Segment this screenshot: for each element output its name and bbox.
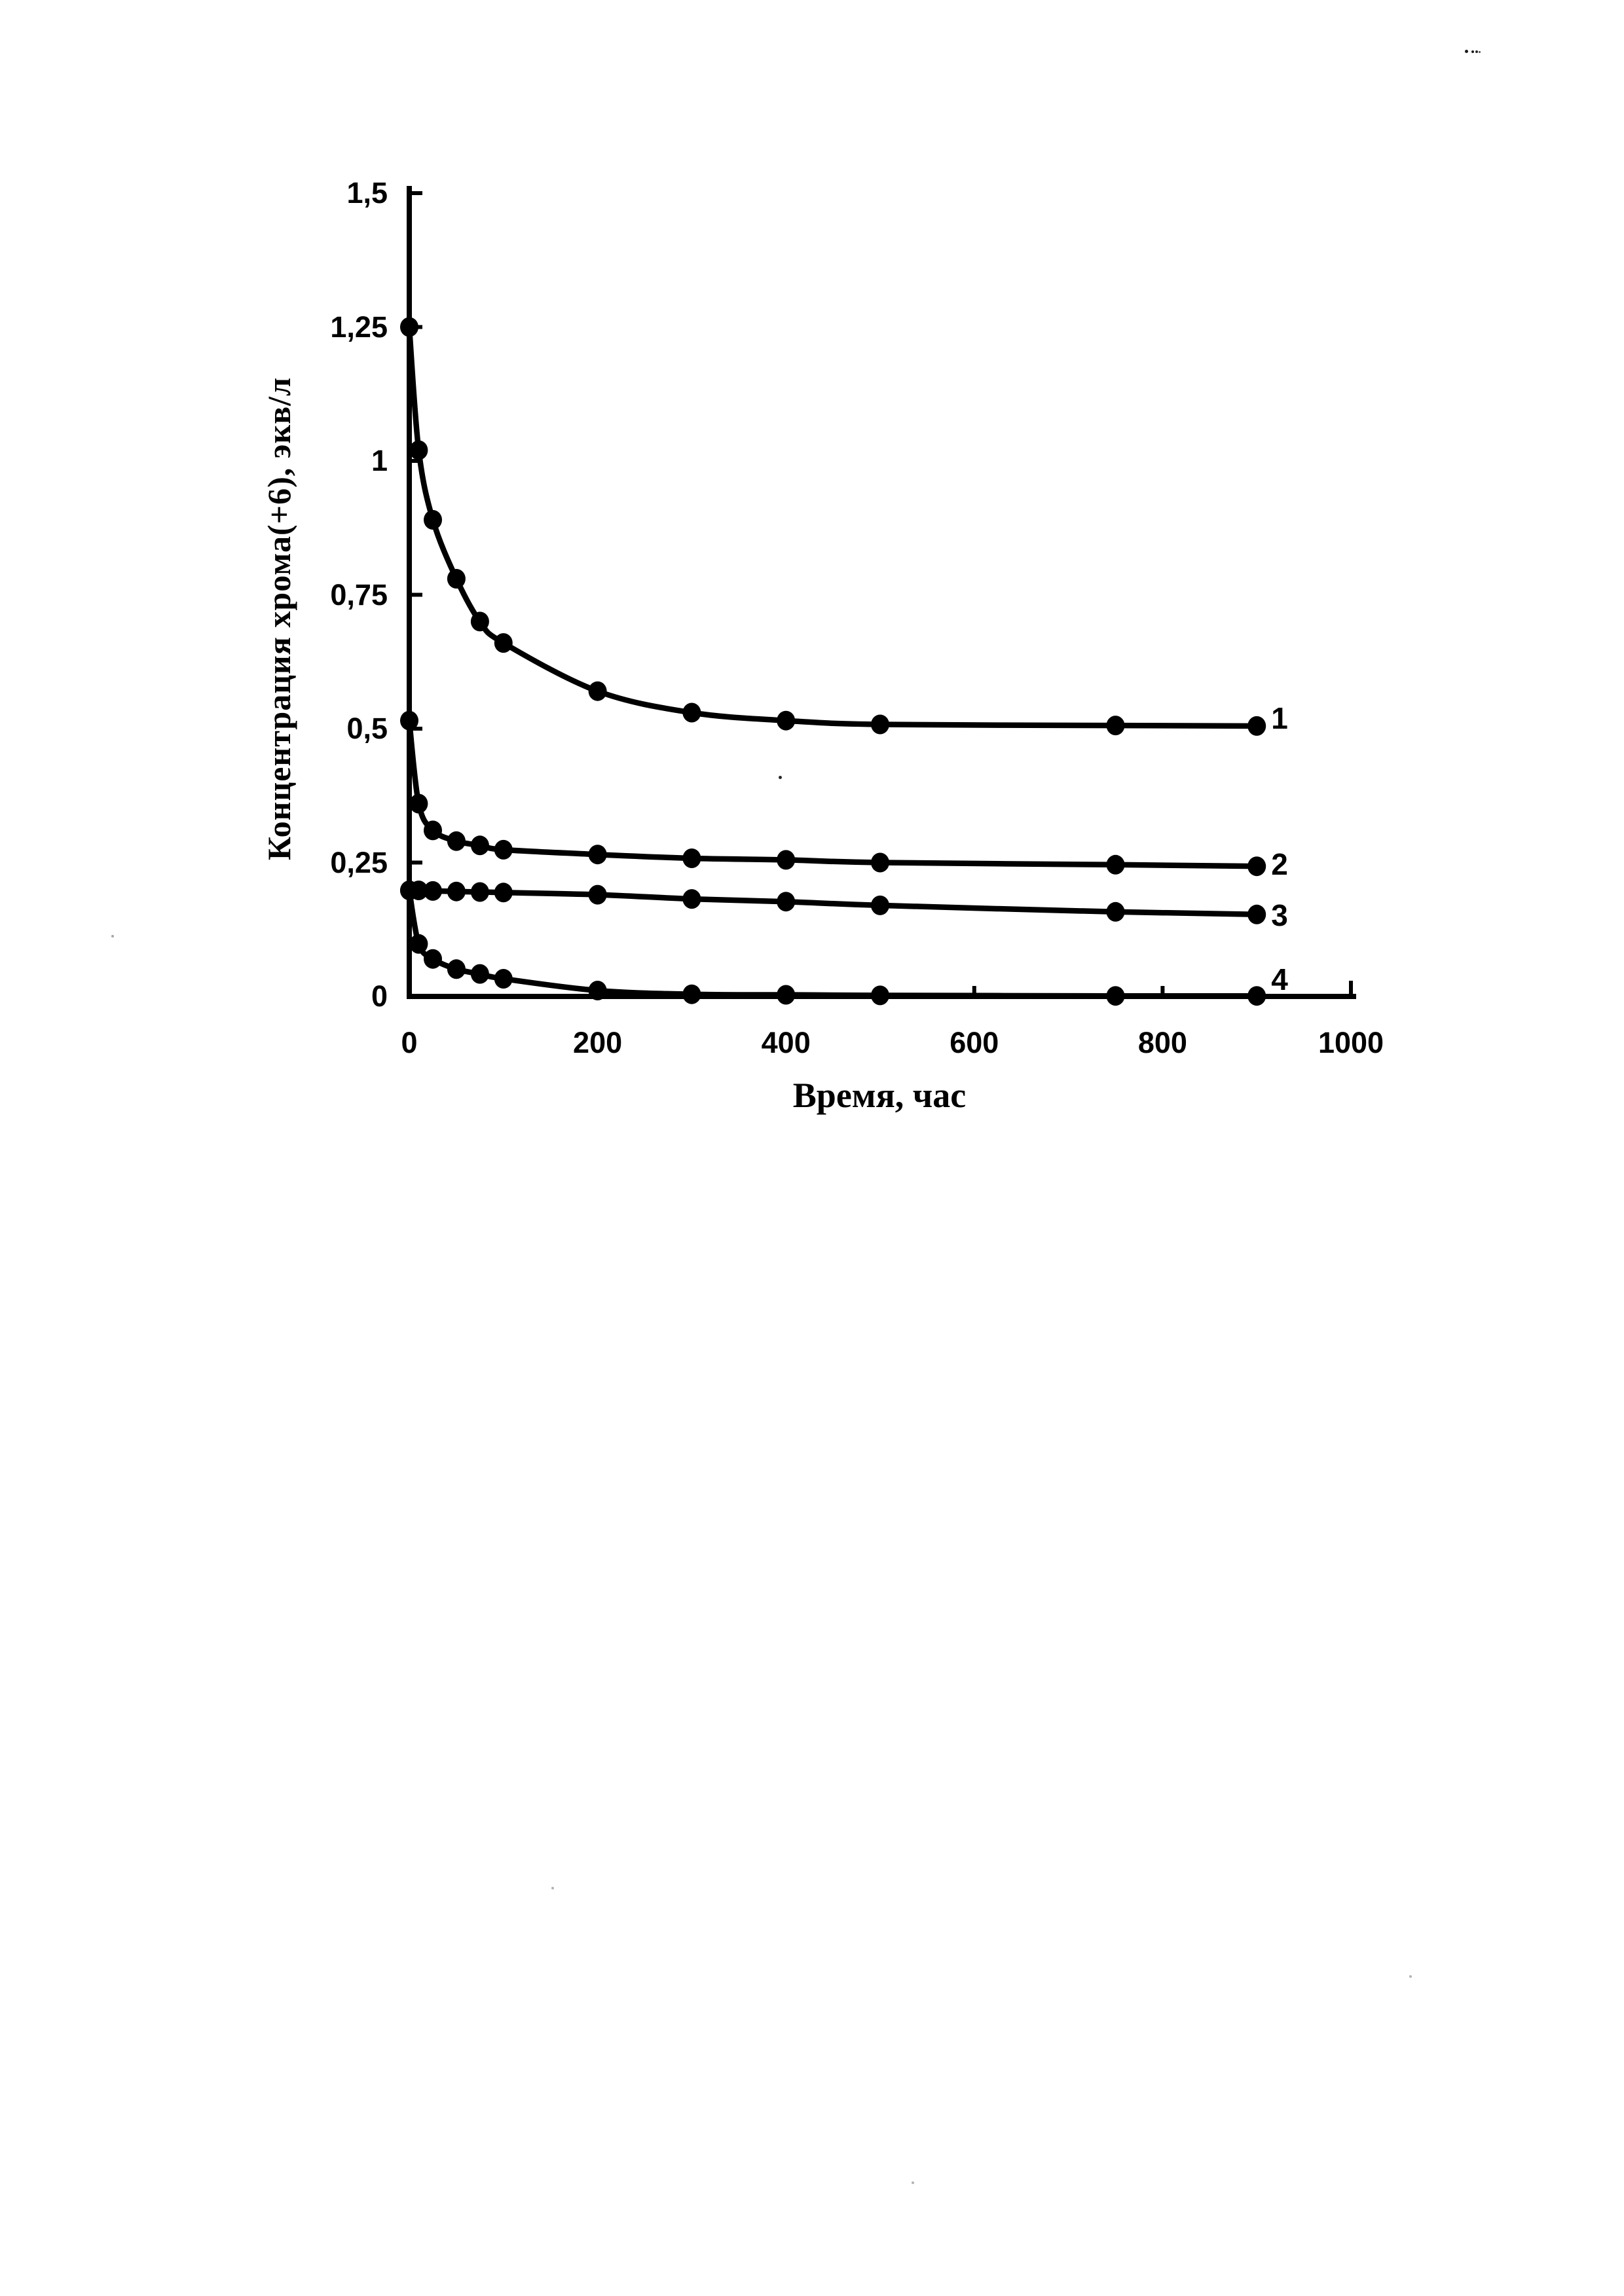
series-4-point (777, 985, 796, 1005)
series-2-point (447, 831, 466, 851)
y-tick-label-0: 0 (371, 979, 388, 1013)
series-2-point (470, 835, 489, 856)
series-label-1: 1 (1271, 701, 1288, 735)
scan-speck (1475, 50, 1478, 53)
series-1-point (409, 440, 428, 460)
series-2-point (682, 848, 701, 868)
series-4-point (409, 934, 428, 954)
series-4-point (447, 959, 466, 979)
series-label-4: 4 (1271, 962, 1288, 997)
series-4-point (470, 964, 489, 984)
series-4-point (494, 969, 513, 989)
scan-speck (111, 935, 114, 938)
series-3-point (1247, 904, 1266, 924)
x-tick-label-0: 0 (401, 1026, 418, 1059)
series-2-point (777, 850, 796, 870)
scan-speck (1465, 50, 1468, 53)
series-3-point (588, 884, 607, 905)
series-label-2: 2 (1271, 847, 1288, 882)
series-3-point (424, 881, 442, 901)
series-2-point (424, 820, 442, 841)
series-2-point (1106, 854, 1125, 875)
series-3-point (871, 895, 889, 915)
x-axis-title: Время, час (792, 1076, 967, 1115)
series-3-point (470, 882, 489, 902)
series-1-point (1247, 716, 1266, 736)
y-tick-label-1,5: 1,5 (346, 176, 388, 210)
series-2-point (400, 710, 418, 731)
series-4-point (588, 981, 607, 1000)
scan-speck (551, 1887, 554, 1889)
series-4-point (1106, 986, 1125, 1006)
series-1-point (470, 611, 489, 632)
x-tick-label-600: 600 (950, 1026, 999, 1059)
series-1-point (447, 569, 466, 589)
x-tick-label-800: 800 (1137, 1026, 1187, 1059)
scan-speck (1479, 51, 1481, 53)
y-tick-label-1: 1 (371, 444, 388, 477)
x-tick-label-1000: 1000 (1318, 1026, 1384, 1059)
series-1-point (588, 681, 607, 701)
series-1-point (494, 633, 513, 653)
series-3-point (777, 892, 796, 912)
series-3-point (447, 881, 466, 902)
series-3-point (494, 883, 513, 903)
series-4-point (871, 985, 889, 1006)
series-2-point (409, 793, 428, 814)
series-1-point (682, 702, 701, 723)
series-1-point (871, 714, 889, 735)
axes (407, 186, 1356, 999)
y-tick-label-0,75: 0,75 (330, 577, 388, 611)
y-tick-label-0,5: 0,5 (346, 712, 388, 745)
scan-speck (1409, 1975, 1412, 1978)
series-4-point (400, 881, 418, 900)
series-2-line (406, 718, 1260, 869)
y-tick-label-1,25: 1,25 (330, 310, 388, 344)
series-4-point (682, 984, 701, 1004)
series-3-line (406, 887, 1260, 918)
series-1-point (1106, 716, 1125, 736)
series-2-point (588, 845, 607, 865)
x-tick-label-200: 200 (573, 1026, 623, 1059)
series-1-line (406, 324, 1260, 729)
scan-speck (1471, 50, 1474, 53)
series-1-point (777, 710, 796, 731)
series-2-point (1247, 856, 1266, 877)
series-4-point (424, 949, 442, 969)
scan-speck (912, 2181, 914, 2184)
scan-speck (779, 776, 782, 779)
series-3-point (1106, 902, 1125, 922)
y-tick-label-0,25: 0,25 (330, 845, 388, 879)
series-label-3: 3 (1271, 898, 1288, 932)
series-4-point (1247, 986, 1266, 1006)
series-2-point (494, 839, 513, 860)
series-2-point (871, 852, 889, 873)
series-1-point (400, 317, 418, 337)
x-tick-label-400: 400 (761, 1026, 811, 1059)
series-1-point (424, 510, 442, 530)
series-3-point (682, 889, 701, 909)
